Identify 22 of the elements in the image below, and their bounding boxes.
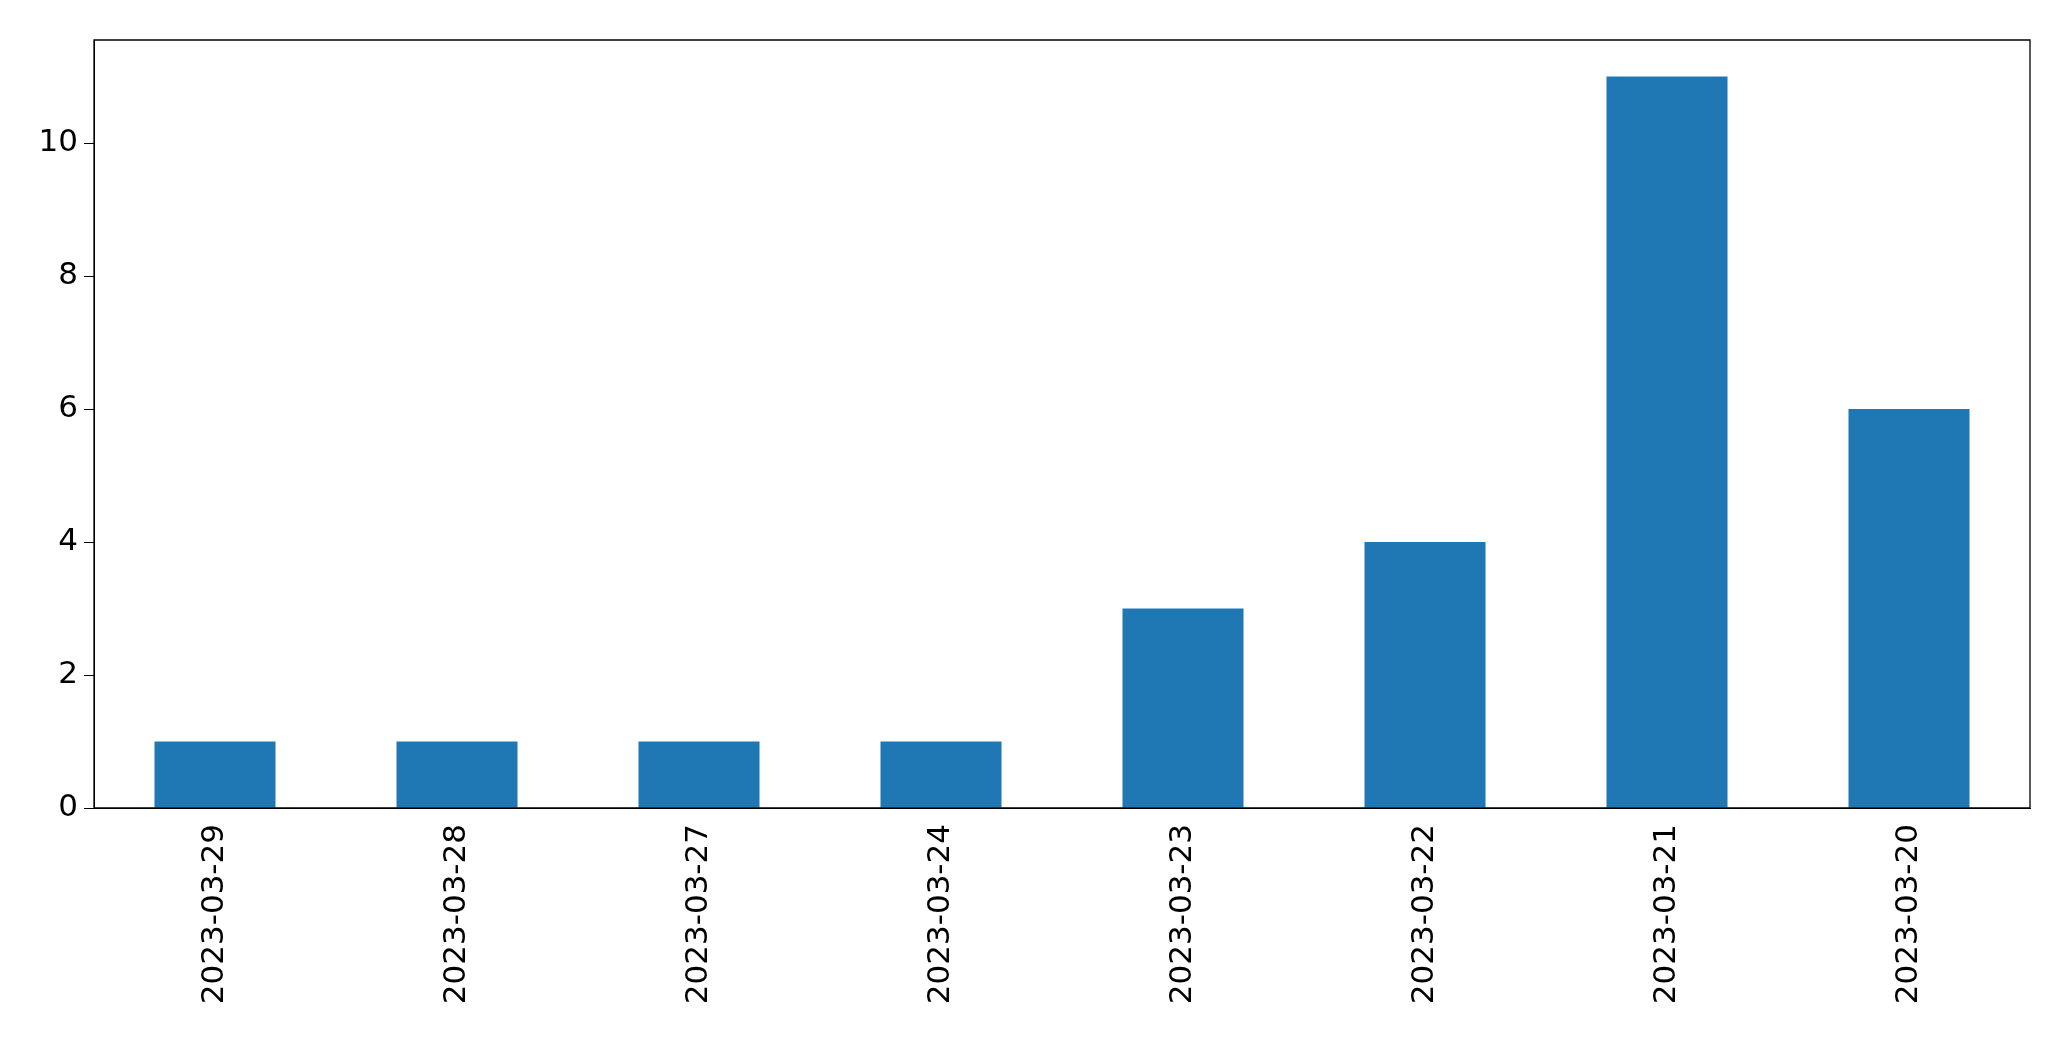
bar [638, 741, 760, 808]
y-tick-label: 8 [58, 255, 78, 292]
bar [1364, 542, 1486, 808]
bar [154, 741, 276, 808]
y-tick-label: 2 [58, 654, 78, 691]
x-tick-label: 2023-03-24 [920, 824, 957, 1005]
y-tick-label: 0 [58, 787, 78, 824]
bar [396, 741, 518, 808]
y-tick-label: 6 [58, 388, 78, 425]
bar [1848, 409, 1970, 808]
x-tick-label: 2023-03-28 [436, 824, 473, 1005]
x-tick-label: 2023-03-27 [678, 824, 715, 1005]
x-tick-label: 2023-03-20 [1888, 824, 1925, 1005]
bar [1122, 608, 1244, 808]
x-tick-label: 2023-03-29 [194, 824, 231, 1005]
bar [1606, 76, 1728, 808]
x-tick-label: 2023-03-21 [1646, 824, 1683, 1005]
x-tick-label: 2023-03-23 [1162, 824, 1199, 1005]
bar [880, 741, 1002, 808]
y-tick-label: 4 [58, 521, 78, 558]
x-tick-label: 2023-03-22 [1404, 824, 1441, 1005]
y-tick-label: 10 [38, 122, 78, 159]
